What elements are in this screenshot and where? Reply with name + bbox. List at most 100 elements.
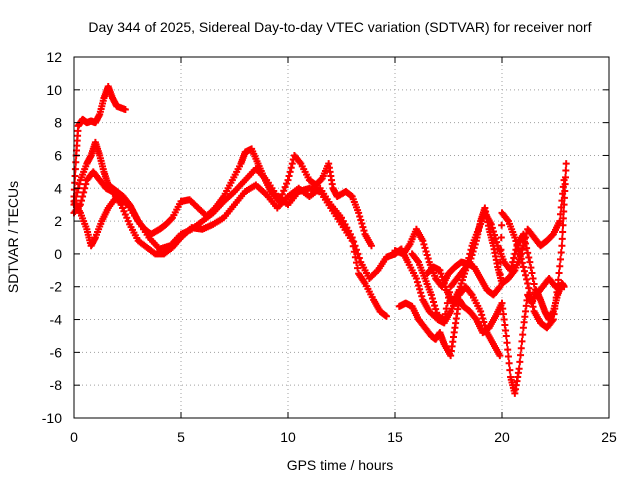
data-point bbox=[526, 258, 534, 266]
data-point bbox=[507, 266, 515, 274]
data-point bbox=[509, 258, 517, 266]
data-point bbox=[420, 240, 428, 248]
data-point bbox=[359, 223, 367, 231]
series-track-h bbox=[423, 209, 566, 307]
data-point bbox=[520, 235, 528, 243]
data-point bbox=[418, 292, 426, 300]
data-point bbox=[557, 249, 565, 257]
data-point bbox=[506, 366, 514, 374]
data-point bbox=[556, 210, 564, 218]
data-point bbox=[72, 158, 80, 166]
data-point bbox=[467, 246, 475, 254]
data-point bbox=[464, 258, 472, 266]
data-point bbox=[121, 106, 129, 114]
data-point bbox=[524, 249, 532, 257]
series-track-a bbox=[70, 83, 129, 200]
data-point bbox=[71, 172, 79, 180]
data-point bbox=[528, 269, 536, 277]
x-axis-title: GPS time / hours bbox=[287, 457, 394, 473]
data-point bbox=[428, 294, 436, 302]
data-point bbox=[349, 242, 357, 250]
data-point bbox=[317, 176, 325, 184]
data-point bbox=[559, 228, 567, 236]
y-tick-label: -10 bbox=[42, 410, 62, 426]
data-point bbox=[283, 180, 291, 188]
y-tick-label: -6 bbox=[50, 344, 63, 360]
data-point bbox=[351, 253, 359, 261]
data-point bbox=[519, 263, 527, 271]
data-point bbox=[517, 351, 525, 359]
data-point bbox=[358, 220, 366, 228]
data-point bbox=[559, 214, 567, 222]
x-tick-label: 25 bbox=[601, 429, 617, 445]
data-point bbox=[556, 262, 564, 270]
data-point bbox=[281, 183, 289, 191]
data-point bbox=[523, 275, 531, 283]
data-point bbox=[524, 279, 532, 287]
data-point bbox=[517, 344, 525, 352]
data-point bbox=[527, 293, 535, 301]
data-point bbox=[419, 237, 427, 245]
y-tick-label: 12 bbox=[46, 49, 62, 65]
data-point bbox=[529, 303, 537, 311]
data-point bbox=[512, 246, 520, 254]
data-point bbox=[519, 331, 527, 339]
data-point bbox=[502, 332, 510, 340]
data-point bbox=[427, 291, 435, 299]
data-point bbox=[504, 346, 512, 354]
data-point bbox=[522, 240, 530, 248]
data-point bbox=[525, 284, 533, 292]
y-tick-label: -2 bbox=[50, 279, 63, 295]
data-point bbox=[556, 255, 564, 263]
data-point bbox=[77, 197, 85, 205]
data-point bbox=[508, 262, 516, 270]
data-point bbox=[554, 276, 562, 284]
data-point bbox=[431, 302, 439, 310]
data-point bbox=[462, 266, 470, 274]
data-point bbox=[348, 237, 356, 245]
y-tick-label: -8 bbox=[50, 377, 63, 393]
data-point bbox=[479, 314, 487, 322]
data-point bbox=[355, 209, 363, 217]
axis-ticks bbox=[73, 56, 610, 419]
data-point bbox=[518, 337, 526, 345]
x-tick-label: 20 bbox=[494, 429, 510, 445]
data-point bbox=[523, 244, 531, 252]
y-tick-label: 6 bbox=[54, 147, 62, 163]
data-point bbox=[477, 307, 485, 315]
data-point bbox=[562, 160, 570, 168]
x-tick-label: 15 bbox=[387, 429, 403, 445]
data-point bbox=[71, 179, 79, 187]
data-point bbox=[423, 251, 431, 259]
data-point bbox=[505, 359, 513, 367]
data-point bbox=[488, 224, 496, 232]
data-point bbox=[559, 183, 567, 191]
data-point bbox=[557, 203, 565, 211]
data-point bbox=[489, 227, 497, 235]
data-point bbox=[415, 282, 423, 290]
data-point bbox=[511, 250, 519, 258]
y-tick-label: 8 bbox=[54, 115, 62, 131]
tick-labels: 0 5 10 15 20 25 -10 -8 -6 -4 -2 0 2 4 6 8 10 12 bbox=[42, 49, 617, 445]
x-tick-label: 5 bbox=[177, 429, 185, 445]
data-point bbox=[562, 166, 570, 174]
data-point bbox=[167, 215, 175, 223]
data-point bbox=[519, 230, 527, 238]
data-point bbox=[492, 235, 500, 243]
data-point bbox=[413, 278, 421, 286]
data-point bbox=[558, 242, 566, 250]
data-point bbox=[503, 339, 511, 347]
data-point bbox=[518, 246, 526, 254]
data-point bbox=[280, 187, 288, 195]
x-tick-label: 10 bbox=[280, 429, 296, 445]
data-point bbox=[529, 275, 537, 283]
data-point bbox=[498, 221, 506, 229]
data-point bbox=[556, 217, 564, 225]
x-tick-label: 0 bbox=[70, 429, 78, 445]
data-point bbox=[278, 190, 286, 198]
data-point bbox=[510, 254, 518, 262]
plot-frame bbox=[73, 56, 610, 419]
data-point bbox=[517, 250, 525, 258]
data-point bbox=[528, 298, 536, 306]
data-point bbox=[350, 248, 358, 256]
